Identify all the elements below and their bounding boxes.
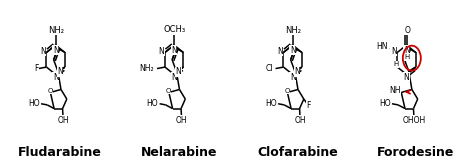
Text: O: O xyxy=(47,88,53,94)
Text: O: O xyxy=(284,88,290,94)
Text: Nelarabine: Nelarabine xyxy=(140,146,217,159)
Text: N: N xyxy=(404,46,410,55)
Text: HO: HO xyxy=(265,99,276,108)
Text: OH: OH xyxy=(294,116,306,124)
Text: O: O xyxy=(404,26,410,35)
Text: HO: HO xyxy=(28,99,39,108)
Text: N: N xyxy=(294,67,300,76)
Text: Forodesine: Forodesine xyxy=(377,146,455,159)
Text: OCH₃: OCH₃ xyxy=(164,25,186,34)
Text: OH: OH xyxy=(176,116,187,124)
Text: N: N xyxy=(290,73,295,82)
Text: N: N xyxy=(175,67,181,76)
Text: N: N xyxy=(290,46,296,55)
Text: HN: HN xyxy=(376,42,387,51)
Text: N: N xyxy=(171,73,177,82)
Text: H: H xyxy=(404,54,410,60)
Text: NH: NH xyxy=(389,86,401,95)
Text: N: N xyxy=(40,47,46,56)
Text: OH: OH xyxy=(57,116,69,124)
Text: NH₂: NH₂ xyxy=(139,64,154,73)
Text: H: H xyxy=(394,61,399,67)
Text: N: N xyxy=(404,73,410,82)
Text: NH₂: NH₂ xyxy=(285,26,301,35)
Text: Clofarabine: Clofarabine xyxy=(257,146,337,159)
Text: N: N xyxy=(391,47,397,56)
Text: F: F xyxy=(307,101,311,110)
Text: N: N xyxy=(53,46,59,55)
Text: O: O xyxy=(165,88,171,94)
Text: N: N xyxy=(57,67,63,76)
Text: N: N xyxy=(277,47,283,56)
Text: Cl: Cl xyxy=(265,64,273,73)
Text: HO: HO xyxy=(379,99,391,108)
Text: N: N xyxy=(53,73,58,82)
Text: HO: HO xyxy=(146,99,158,108)
Text: NH₂: NH₂ xyxy=(48,26,64,35)
Text: F: F xyxy=(34,64,38,73)
Text: Fludarabine: Fludarabine xyxy=(18,146,102,159)
Text: OHOH: OHOH xyxy=(403,116,427,124)
Text: N: N xyxy=(172,46,177,55)
Text: N: N xyxy=(158,47,164,56)
